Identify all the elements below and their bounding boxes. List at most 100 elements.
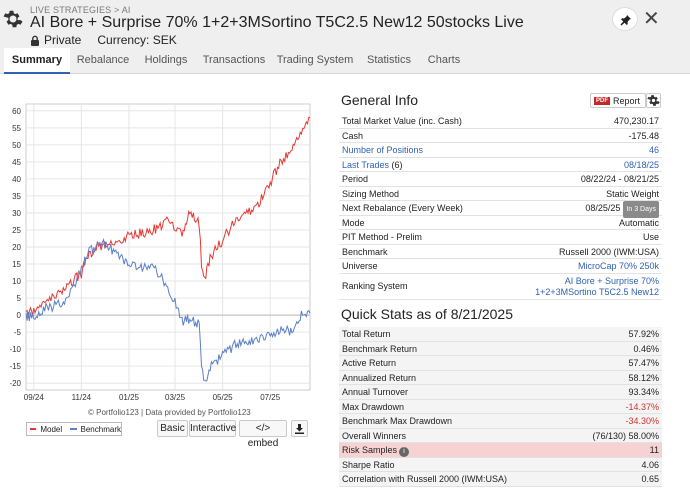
row-value: 57.92% [628, 329, 659, 339]
ranking-system-link-line2[interactable]: 1+2+3MSortino T5C2.5 New12 [535, 287, 659, 297]
page-title: AI Bore + Surprise 70% 1+2+3MSortino T5C… [30, 14, 524, 31]
tab-trading-system[interactable]: Trading System [276, 54, 354, 66]
row-label: Next Rebalance (Every Week) [342, 203, 463, 213]
table-row: Period 08/22/24 - 08/21/25 [339, 172, 662, 187]
y-tick-label: 25 [12, 226, 21, 235]
table-row: Total Return 57.92% [339, 327, 662, 342]
legend-benchmark-label: Benchmark [80, 424, 121, 434]
legend-model-label: Model [40, 424, 63, 434]
row-value: Russell 2000 (IWM:USA) [558, 247, 659, 257]
row-value: 470,230.17 [613, 116, 659, 126]
table-row: Benchmark Return 0.46% [339, 342, 662, 356]
info-icon[interactable]: i [399, 447, 410, 457]
row-label: Overall Winners [342, 430, 407, 441]
table-row: Sharpe Ratio 4.06 [339, 458, 662, 472]
tab-holdings[interactable]: Holdings [144, 54, 188, 66]
series-line-model [25, 116, 311, 319]
embed-button[interactable]: </> embed [239, 420, 287, 449]
row-value: 58.12% [628, 372, 659, 383]
table-row: Next Rebalance (Every Week) 08/25/25 In 3… [339, 201, 662, 218]
row-label: Period [342, 174, 369, 184]
legend-benchmark-swatch [70, 428, 77, 430]
next-rebalance-date: 08/25/25 [585, 203, 621, 213]
positions-count-link[interactable]: 46 [648, 145, 659, 155]
row-value: -34.30% [625, 416, 659, 426]
y-tick-label: 10 [12, 277, 21, 286]
last-trades-date-link[interactable]: 08/18/25 [623, 160, 659, 170]
x-tick-label: 01/25 [119, 393, 140, 402]
general-info-table: Total Market Value (inc. Cash) 470,230.1… [339, 114, 662, 300]
table-row: PIT Method - Prelim Use [339, 230, 662, 245]
tab-transactions[interactable]: Transactions [202, 54, 266, 66]
tab-statistics[interactable]: Statistics [366, 54, 411, 66]
row-value: -175.48 [628, 131, 659, 141]
y-tick-label: 50 [12, 141, 21, 150]
y-tick-label: 20 [12, 243, 21, 252]
y-tick-label: 15 [12, 260, 21, 269]
row-value: Static Weight [606, 189, 659, 199]
row-value: (76/130) 58.00% [592, 430, 659, 441]
table-row: Sizing Method Static Weight [339, 187, 662, 201]
row-value: 0.65 [641, 474, 659, 484]
quick-stats-table: Total Return 57.92% Benchmark Return 0.46% A… [339, 327, 662, 487]
x-tick-label: 07/25 [260, 393, 281, 402]
row-label: Total Return [342, 329, 391, 339]
table-row: Annualized Return 58.12% [339, 371, 662, 385]
last-trades-count: (6) [389, 160, 403, 170]
table-row: Annual Turnover 93.34% [339, 385, 662, 400]
y-tick-label: 0 [17, 311, 22, 320]
gear-icon[interactable] [3, 9, 23, 29]
y-tick-label: -5 [14, 328, 22, 337]
series-line-benchmark [25, 238, 311, 382]
row-value: 08/22/24 - 08/21/25 [580, 174, 659, 184]
tab-charts[interactable]: Charts [427, 54, 461, 66]
row-value: 0.46% [633, 343, 659, 354]
general-info-title: General Info [341, 92, 419, 108]
universe-link[interactable]: MicroCap 70% 250k [577, 261, 659, 271]
row-value: -14.37% [625, 401, 659, 412]
y-tick-label: 40 [12, 175, 21, 184]
tab-rebalance[interactable]: Rebalance [76, 54, 130, 66]
basic-chart-button[interactable]: Basic [157, 420, 188, 437]
row-label: Mode [342, 218, 365, 228]
row-label: Annualized Return [342, 372, 417, 383]
y-tick-label: 30 [12, 209, 21, 218]
table-row: Universe MicroCap 70% 250k [339, 259, 662, 274]
tab-summary[interactable]: Summary [4, 48, 70, 74]
close-icon[interactable]: ✕ [643, 8, 660, 30]
table-row: Mode Automatic [339, 216, 662, 230]
chart-legend: Model Benchmark [26, 422, 122, 436]
breadcrumb[interactable]: LIVE STRATEGIES > AI [30, 5, 131, 15]
gear-icon [647, 95, 660, 106]
table-row: Overall Winners (76/130) 58.00% [339, 429, 662, 443]
ranking-system-link[interactable]: AI Bore + Surprise 70% [564, 276, 659, 286]
pin-button[interactable] [612, 7, 638, 31]
last-trades-link[interactable]: Last Trades [342, 160, 390, 170]
row-label: Sizing Method [342, 189, 400, 199]
download-button[interactable] [291, 420, 308, 437]
number-of-positions-link[interactable]: Number of Positions [342, 145, 424, 155]
table-row: Cash -175.48 [339, 129, 662, 143]
performance-chart[interactable]: 605550454035302520151050-5-10-15-2009/24… [0, 76, 320, 406]
row-value: Use [642, 232, 659, 242]
y-tick-label: 55 [12, 124, 21, 133]
row-value: 93.34% [628, 387, 659, 397]
y-tick-label: -15 [9, 362, 21, 371]
table-row: Number of Positions 46 [339, 143, 662, 158]
interactive-chart-button[interactable]: Interactive [189, 420, 236, 437]
y-tick-label: -20 [9, 379, 21, 388]
table-row: Correlation with Russell 2000 (IWM:USA) 0… [339, 472, 662, 487]
row-value: 4.06 [641, 459, 659, 470]
table-row: Active Return 57.47% [339, 356, 662, 371]
rebalance-badge: In 3 Days [623, 201, 659, 218]
x-tick-label: 03/25 [165, 393, 186, 402]
row-value: 11 [649, 445, 659, 455]
row-value: Automatic [618, 218, 659, 228]
row-label: Benchmark Return [342, 343, 418, 354]
report-button[interactable]: PDF Report [590, 93, 646, 108]
row-label: Active Return [342, 358, 397, 368]
y-tick-label: -10 [9, 345, 21, 354]
report-settings-button[interactable] [646, 93, 661, 108]
y-tick-label: 45 [12, 158, 21, 167]
table-row: Total Market Value (inc. Cash) 470,230.1… [339, 114, 662, 129]
